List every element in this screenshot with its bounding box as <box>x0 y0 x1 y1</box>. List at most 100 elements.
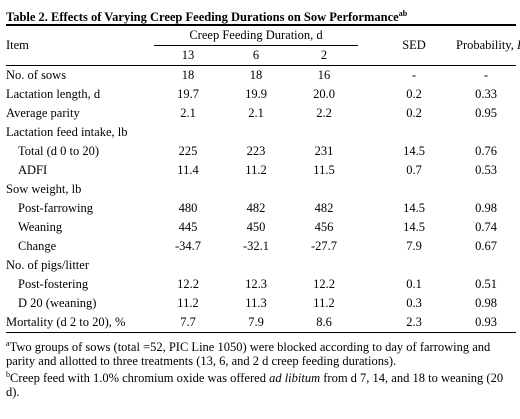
cell-sed: 14.5 <box>403 220 425 234</box>
cell-duration-13: 225 <box>178 144 198 158</box>
row-label: No. of sows <box>6 65 154 85</box>
footnote-b-mark: b <box>6 370 10 380</box>
cell-duration-6: 11.3 <box>245 296 267 310</box>
footnote-b-text-before: Creep feed with 1.0% chromium oxide was … <box>10 371 270 386</box>
cell-duration-2: 482 <box>314 201 334 215</box>
header-duration-2: 2 <box>320 48 328 62</box>
row-label: Post-farrowing <box>18 201 93 215</box>
row-label: Change <box>18 239 57 253</box>
cell-duration-2 <box>290 180 358 199</box>
header-row-durations: 13 6 2 <box>6 46 516 66</box>
row-label: ADFI <box>18 163 48 177</box>
cell-duration-6: -32.1 <box>242 239 270 253</box>
cell-duration-13: 12.2 <box>177 277 199 291</box>
cell-sed: 7.9 <box>406 239 422 253</box>
cell-duration-6: 482 <box>246 201 266 215</box>
header-sed: SED <box>372 24 456 66</box>
cell-duration-13: 445 <box>178 220 198 234</box>
cell-sed: 0.7 <box>406 163 422 177</box>
cell-probability: - <box>456 65 516 85</box>
footnotes: aTwo groups of sows (total =52, PIC Line… <box>6 337 516 399</box>
cell-sed <box>372 256 456 275</box>
row-label: Total (d 0 to 20) <box>18 144 100 158</box>
cell-duration-13: 7.7 <box>154 313 222 333</box>
row-label: No. of pigs/litter <box>6 258 89 272</box>
cell-probability: 0.95 <box>475 106 497 120</box>
cell-probability: 0.93 <box>456 313 516 333</box>
cell-sed: 0.2 <box>406 106 422 120</box>
cell-duration-13 <box>154 256 222 275</box>
cell-duration-6 <box>222 180 290 199</box>
table-row: Sow weight, lb <box>6 180 516 199</box>
cell-duration-2: 456 <box>314 220 334 234</box>
cell-duration-2: 8.6 <box>290 313 358 333</box>
cell-probability: 0.67 <box>475 239 497 253</box>
cell-duration-13 <box>154 180 222 199</box>
cell-duration-13: 480 <box>178 201 198 215</box>
cell-sed: 14.5 <box>403 201 425 215</box>
table-row: Lactation length, d 19.7 19.9 20.0 0.2 0.33 <box>6 85 516 104</box>
cell-sed: - <box>372 65 456 85</box>
table-container: Table 2. Effects of Varying Creep Feedin… <box>6 0 520 399</box>
table-row: ADFI 11.4 11.2 11.5 0.7 0.53 <box>6 161 516 180</box>
cell-duration-13: 19.7 <box>177 87 199 101</box>
row-label: Average parity <box>6 106 80 120</box>
table-row: Mortality (d 2 to 20), % 7.7 7.9 8.6 2.3 0.93 <box>6 313 516 333</box>
table-row: No. of pigs/litter <box>6 256 516 275</box>
cell-duration-2: 20.0 <box>313 87 335 101</box>
cell-duration-13: -34.7 <box>174 239 202 253</box>
table-title-superscript: ab <box>398 9 408 18</box>
footnote-b-text-italic: ad libitum <box>269 371 321 386</box>
cell-sed: 14.5 <box>403 144 425 158</box>
cell-duration-13: 18 <box>154 65 222 85</box>
cell-duration-2: 11.5 <box>313 163 335 177</box>
table-row: Post-fostering 12.2 12.3 12.2 0.1 0.51 <box>6 275 516 294</box>
cell-probability: 0.98 <box>475 296 497 310</box>
table-row: D 20 (weaning) 11.2 11.3 11.2 0.3 0.98 <box>6 294 516 313</box>
footnote-a: aTwo groups of sows (total =52, PIC Line… <box>6 337 516 368</box>
cell-probability: 0.98 <box>475 201 497 215</box>
footnote-a-mark: a <box>6 339 10 348</box>
cell-duration-6: 2.1 <box>248 106 264 120</box>
cell-probability <box>456 180 516 199</box>
table-row: Change -34.7 -32.1 -27.7 7.9 0.67 <box>6 237 516 256</box>
header-duration-6: 6 <box>252 48 260 62</box>
table-row: Lactation feed intake, lb <box>6 123 516 142</box>
cell-duration-6: 18 <box>222 65 290 85</box>
cell-duration-2: 2.2 <box>316 106 332 120</box>
header-row-group: Item Creep Feeding Duration, d SED Proba… <box>6 24 520 66</box>
row-label: Post-fostering <box>18 277 89 291</box>
cell-duration-13: 2.1 <box>180 106 196 120</box>
cell-duration-6 <box>222 123 290 142</box>
row-label: D 20 (weaning) <box>18 296 97 310</box>
table-row: Average parity 2.1 2.1 2.2 0.2 0.95 <box>6 104 516 123</box>
cell-sed: 0.1 <box>406 277 422 291</box>
cell-duration-6: 450 <box>246 220 266 234</box>
table-title-text: Table 2. Effects of Varying Creep Feedin… <box>6 10 399 25</box>
cell-duration-6: 7.9 <box>222 313 290 333</box>
cell-duration-6: 223 <box>246 144 266 158</box>
header-probability: Probability, P< <box>456 24 520 66</box>
table-body: No. of sows 18 18 16- - Lactation length, d 19… <box>6 65 516 333</box>
cell-duration-2: 16 <box>290 65 358 85</box>
cell-duration-2: 11.2 <box>313 296 335 310</box>
cell-duration-13 <box>154 123 222 142</box>
footnote-a-text: Two groups of sows (total =52, PIC Line … <box>6 340 491 369</box>
header-duration-group: Creep Feeding Duration, d <box>154 24 358 46</box>
table-row: Weaning 445 450 456 14.5 0.74 <box>6 218 516 237</box>
header-item: Item <box>6 24 154 66</box>
cell-duration-2 <box>290 256 358 275</box>
row-label: Lactation length, d <box>6 87 101 101</box>
row-label: Sow weight, lb <box>6 182 82 196</box>
row-label: Lactation feed intake, lb <box>6 125 128 139</box>
row-label: Mortality (d 2 to 20), % <box>6 313 154 333</box>
cell-sed: 0.3 <box>406 296 422 310</box>
row-label: Weaning <box>18 220 63 234</box>
cell-probability: 0.53 <box>475 163 497 177</box>
header-probability-text: Probability, P< <box>456 38 520 52</box>
table-row: No. of sows 18 18 16- - <box>6 65 516 85</box>
cell-sed: 2.3 <box>372 313 456 333</box>
footnote-b-text-after: from d 7, 14, and 18 to weaning (20 d). <box>6 371 504 400</box>
cell-duration-6: 19.9 <box>245 87 267 101</box>
cell-duration-13: 11.4 <box>177 163 199 177</box>
